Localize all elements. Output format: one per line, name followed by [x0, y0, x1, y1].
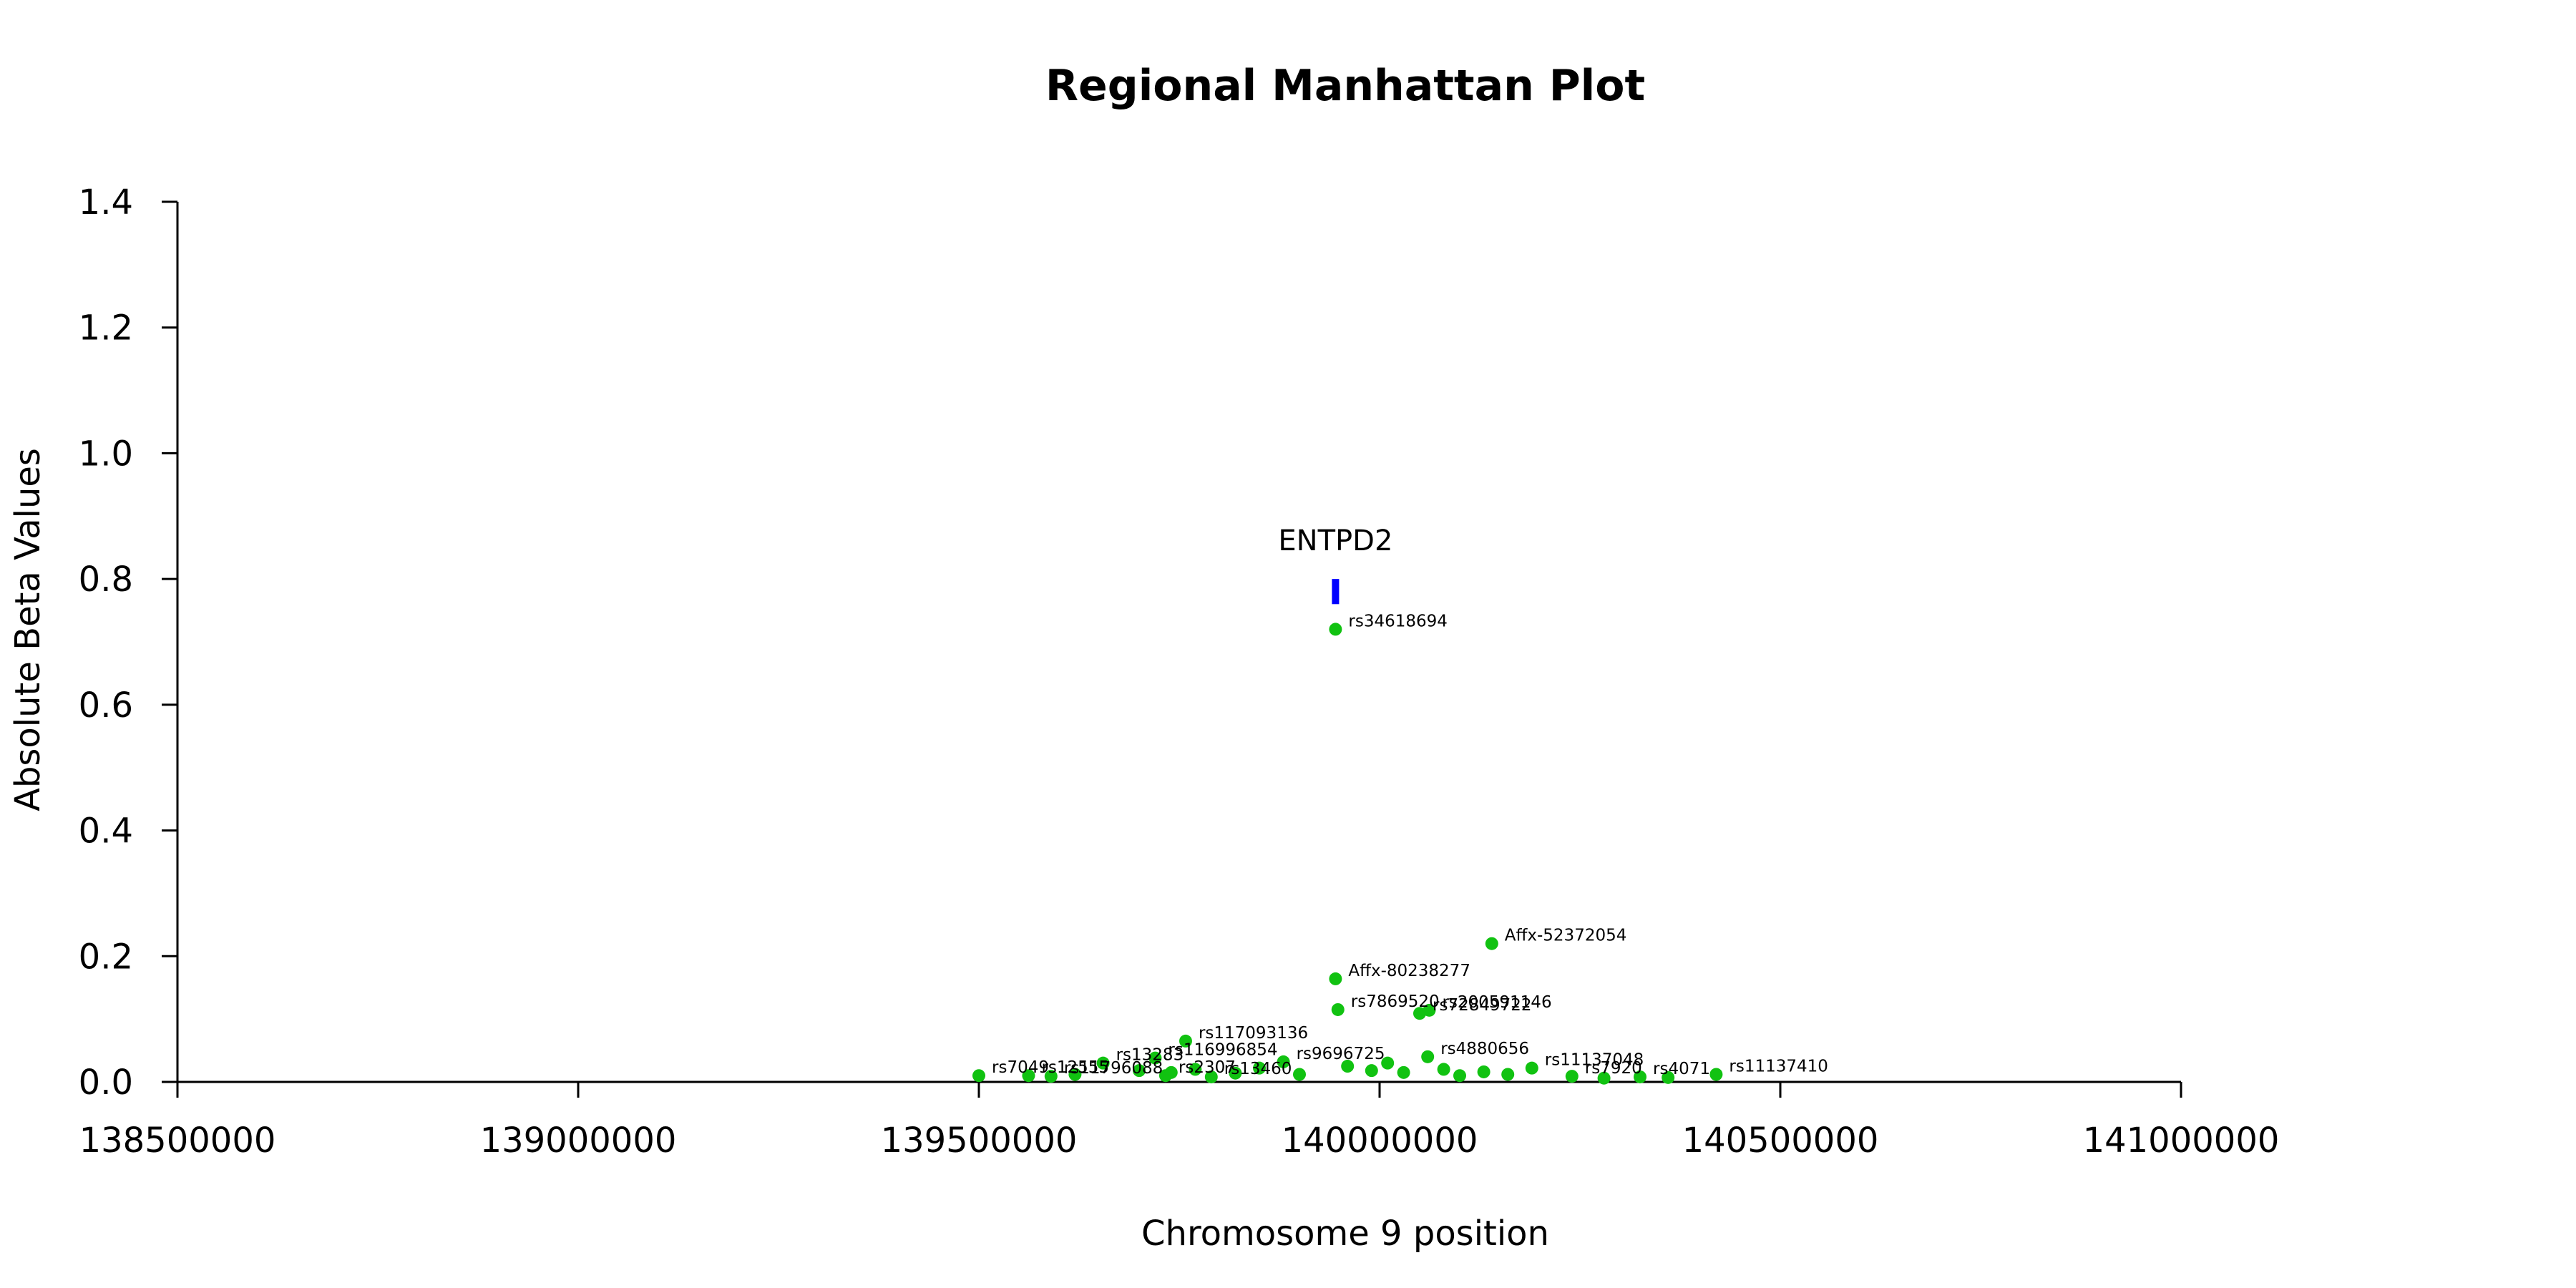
data-point: [1365, 1064, 1378, 1078]
data-point: [1253, 1061, 1266, 1075]
data-point-label: rs4880656: [1440, 1040, 1529, 1058]
data-point: [1437, 1063, 1450, 1076]
data-point: [1133, 1064, 1146, 1078]
data-point: [1179, 1034, 1192, 1048]
data-point-label: rs200591146: [1442, 993, 1551, 1012]
x-tick-label: 140000000: [1282, 1121, 1478, 1161]
data-point: [1148, 1051, 1162, 1065]
data-point: [1423, 1003, 1436, 1017]
data-point-group: [972, 623, 1723, 1085]
data-point: [1341, 1060, 1355, 1073]
data-point: [1329, 972, 1342, 985]
chart-title: Regional Manhattan Plot: [1045, 61, 1645, 111]
y-tick-label: 0.0: [79, 1063, 133, 1103]
data-point: [1022, 1069, 1035, 1083]
data-point-label: rs9696725: [1297, 1045, 1385, 1063]
data-point: [1164, 1065, 1178, 1079]
x-tick-label: 141000000: [2083, 1121, 2280, 1161]
y-tick-label: 1.0: [79, 434, 133, 474]
data-point: [972, 1069, 985, 1083]
data-point-label: rs13283: [1116, 1046, 1184, 1065]
data-point: [1453, 1069, 1466, 1083]
data-point: [1477, 1065, 1491, 1078]
y-tick-label: 0.8: [79, 560, 133, 600]
data-point-label: rs11137048: [1545, 1051, 1644, 1070]
data-point: [1204, 1070, 1218, 1083]
data-point-label: rs7049: [992, 1058, 1049, 1077]
x-tick-label: 139000000: [480, 1121, 677, 1161]
x-tick-label: 138500000: [79, 1121, 276, 1161]
data-point: [1485, 937, 1498, 950]
data-point-label: Affx-52372054: [1505, 927, 1627, 945]
data-point-label: rs117093136: [1199, 1024, 1308, 1043]
data-point: [1229, 1066, 1242, 1080]
y-axis-label: Absolute Beta Values: [8, 448, 48, 811]
data-point: [1068, 1068, 1082, 1081]
data-point: [1501, 1068, 1515, 1081]
y-tick-label: 0.6: [79, 686, 133, 726]
data-point: [1331, 1002, 1345, 1016]
data-point-label: rs11137410: [1729, 1057, 1828, 1075]
data-point: [1397, 1065, 1410, 1079]
y-tick-label: 0.4: [79, 811, 133, 852]
data-point-label: rs11796088: [1064, 1059, 1163, 1078]
gene-marker-bar: [1332, 579, 1340, 605]
x-tick-group: 138500000 139000000 139500000 140000000 1405…: [79, 1082, 2280, 1161]
x-tick-label: 140500000: [1682, 1121, 1879, 1161]
data-point: [1525, 1061, 1538, 1075]
gene-marker-label: ENTPD2: [1278, 525, 1392, 557]
data-point-label: rs2307: [1179, 1058, 1236, 1077]
data-point-label: rs34618694: [1348, 612, 1448, 630]
data-point: [1662, 1070, 1675, 1084]
data-point-label: rs72849722: [1433, 996, 1532, 1015]
data-point: [1634, 1070, 1646, 1083]
data-point-label: rs7920: [1585, 1059, 1642, 1078]
data-point-label: rs116996854: [1168, 1041, 1277, 1060]
data-point: [1293, 1068, 1306, 1081]
data-point: [1709, 1068, 1723, 1081]
data-point: [1381, 1056, 1395, 1070]
y-tick-label: 1.4: [79, 182, 133, 223]
data-point: [1277, 1055, 1290, 1068]
data-point: [1329, 623, 1342, 636]
y-tick-label: 1.2: [79, 308, 133, 348]
data-point-label: rs7869520: [1351, 992, 1440, 1011]
data-point: [1565, 1070, 1579, 1083]
data-point: [1189, 1063, 1202, 1076]
y-tick-group: 0.0 0.2 0.4 0.6 0.8 1.0 1.2 1.4: [79, 182, 177, 1103]
x-axis-label: Chromosome 9 position: [1141, 1214, 1549, 1254]
y-tick-label: 0.2: [79, 937, 133, 977]
data-point: [1421, 1050, 1435, 1063]
point-label-group: rs34618694 Affx-52372054 Affx-80238277 rs78…: [992, 612, 1828, 1078]
data-point: [1597, 1071, 1611, 1085]
data-point-label: rs12555: [1041, 1058, 1109, 1077]
x-tick-label: 139500000: [881, 1121, 1078, 1161]
data-point-label: rs4071: [1653, 1060, 1710, 1078]
gene-marker-group: ENTPD2: [1278, 525, 1392, 605]
axes: [176, 202, 2181, 1083]
data-point: [1044, 1070, 1058, 1083]
data-point-label: rs13460: [1224, 1060, 1292, 1078]
data-point: [1096, 1056, 1110, 1070]
data-point-label: Affx-80238277: [1348, 962, 1470, 980]
